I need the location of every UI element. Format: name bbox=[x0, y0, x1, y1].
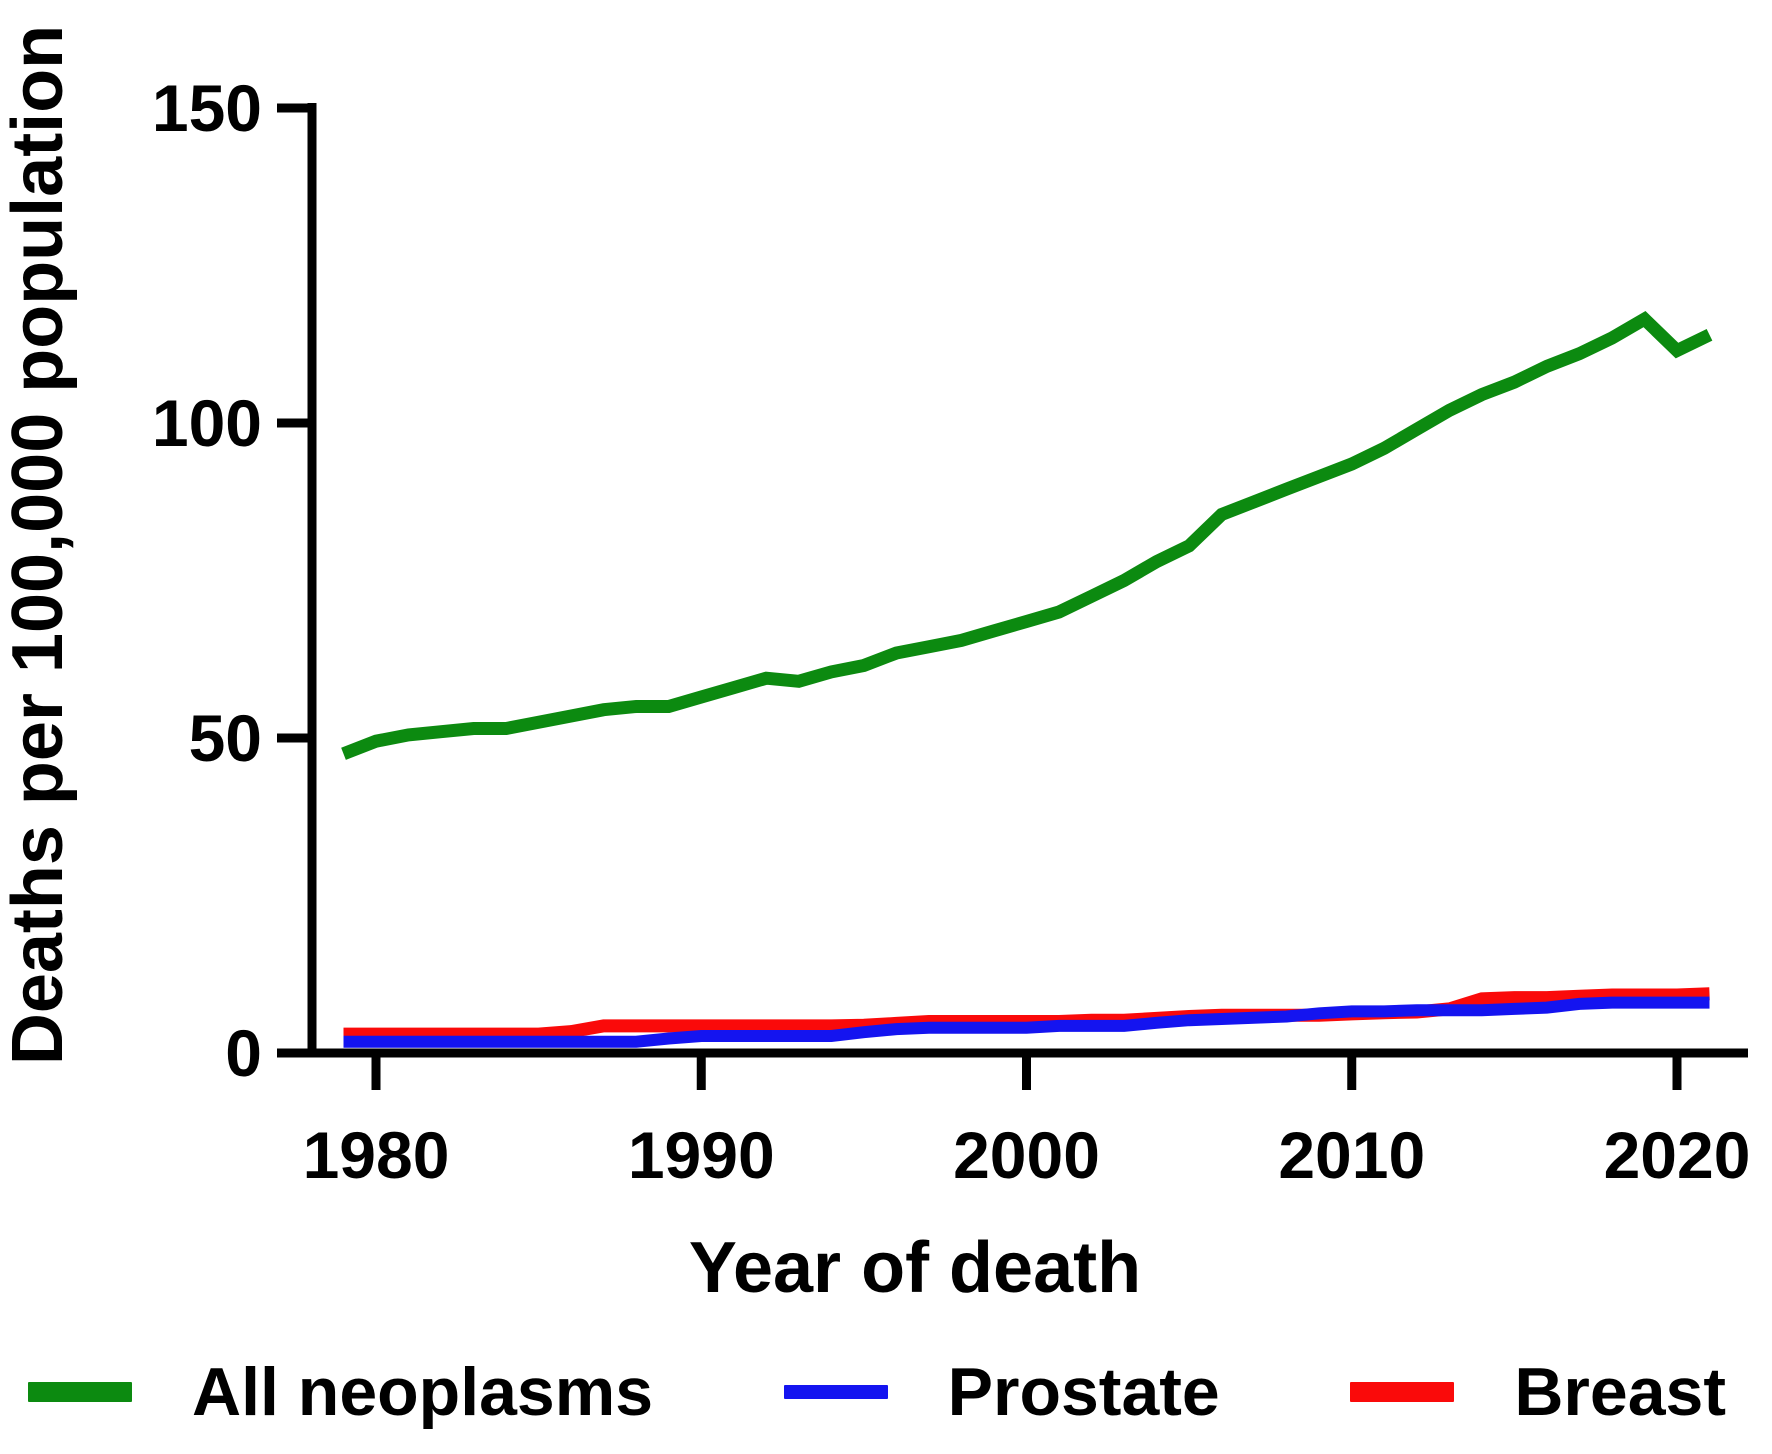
x-tick-label: 2010 bbox=[1278, 1118, 1425, 1192]
y-axis-title: Deaths per 100,000 population bbox=[0, 25, 78, 1065]
legend: All neoplasms Prostate Breast bbox=[28, 1352, 1726, 1432]
y-tick-label: 150 bbox=[152, 71, 262, 145]
x-ticks: 1980 1990 2000 2010 2020 bbox=[303, 1053, 1751, 1192]
series-lines bbox=[341, 311, 1713, 1048]
y-tick-label: 50 bbox=[189, 701, 262, 775]
series-line-prostate bbox=[343, 996, 1710, 1048]
legend-label-prostate: Prostate bbox=[947, 1354, 1220, 1430]
x-tick-label: 2020 bbox=[1604, 1118, 1751, 1192]
legend-label-all-neoplasms: All neoplasms bbox=[192, 1354, 654, 1430]
legend-swatch-prostate bbox=[783, 1385, 888, 1399]
x-tick-label: 2000 bbox=[953, 1118, 1100, 1192]
legend-item-breast: Breast bbox=[1350, 1358, 1726, 1426]
y-tick-label: 0 bbox=[225, 1016, 262, 1090]
axes bbox=[307, 103, 1748, 1058]
y-ticks: 0 50 100 150 bbox=[152, 71, 312, 1090]
legend-item-all-neoplasms: All neoplasms bbox=[28, 1358, 653, 1426]
legend-label-breast: Breast bbox=[1514, 1354, 1726, 1430]
legend-item-prostate: Prostate bbox=[783, 1354, 1220, 1430]
series-line-breast bbox=[343, 987, 1710, 1041]
x-tick-label: 1980 bbox=[303, 1118, 450, 1192]
x-axis-title: Year of death bbox=[689, 1228, 1141, 1308]
y-tick-label: 100 bbox=[152, 386, 262, 460]
x-tick-label: 1990 bbox=[628, 1118, 775, 1192]
series-line-all-neoplasms bbox=[341, 311, 1713, 760]
legend-swatch-breast bbox=[1350, 1382, 1455, 1402]
legend-swatch-all-neoplasms bbox=[28, 1382, 132, 1402]
